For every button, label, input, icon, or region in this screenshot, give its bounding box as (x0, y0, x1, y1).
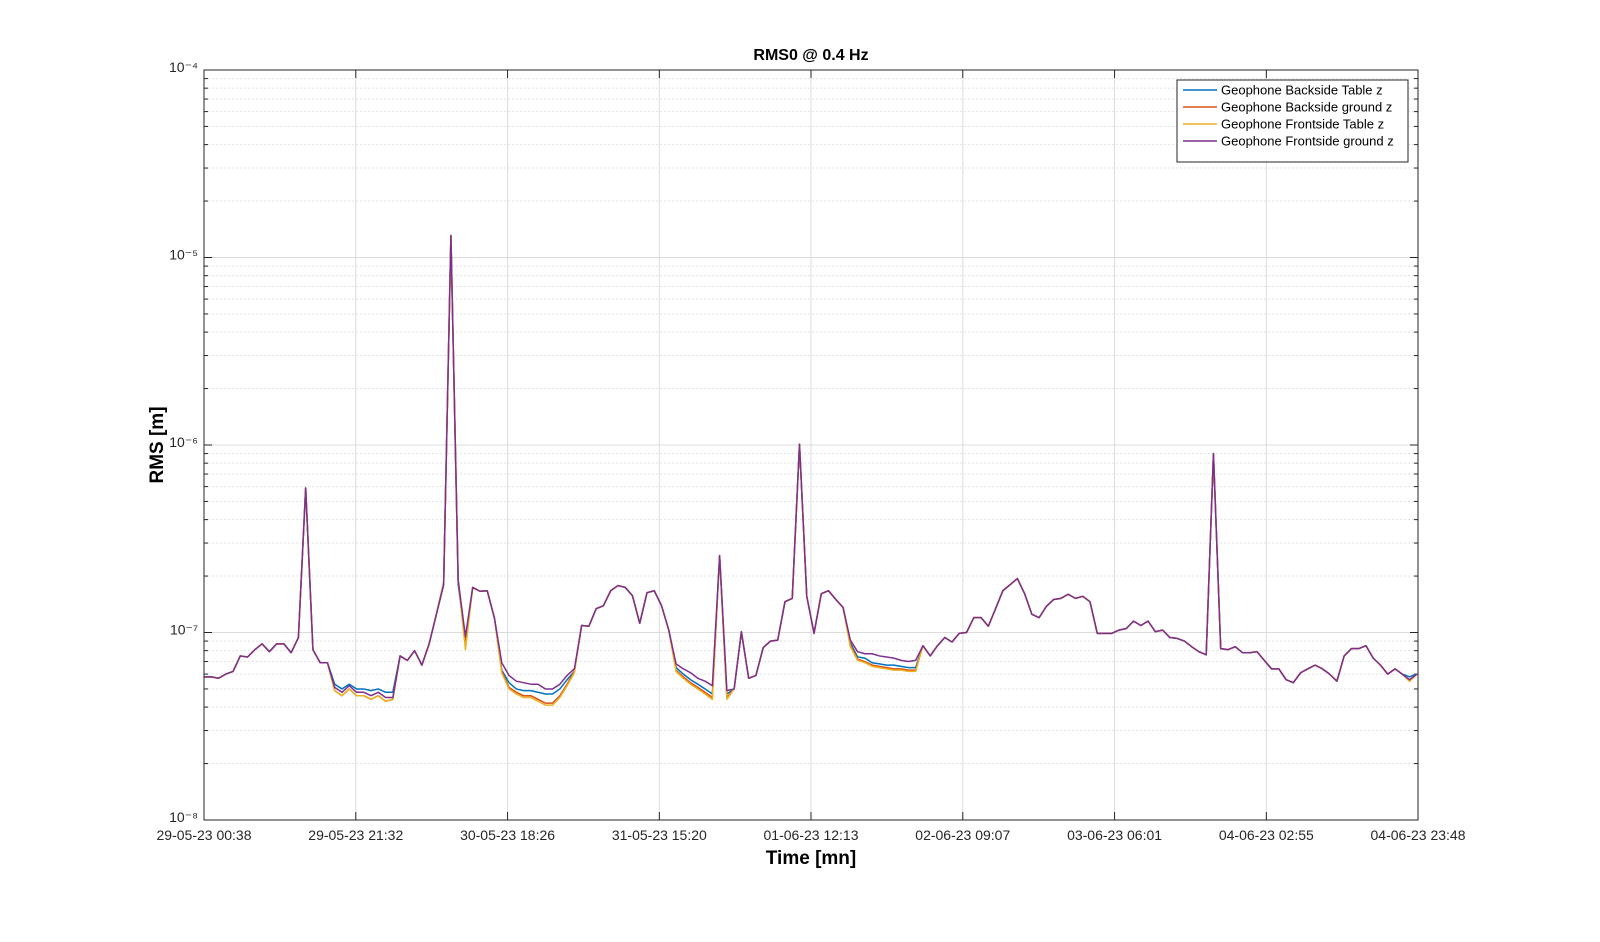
x-tick-label: 29-05-23 00:38 (157, 827, 252, 843)
legend: Geophone Backside Table z Geophone Backsi… (1176, 79, 1409, 163)
legend-label: Geophone Frontside ground z (1221, 134, 1394, 149)
legend-label: Geophone Frontside Table z (1221, 117, 1384, 132)
series-line (204, 234, 1418, 699)
legend-label: Geophone Backside ground z (1221, 100, 1392, 115)
x-tick-label: 01-06-23 12:13 (764, 827, 859, 843)
y-tick-label: 10⁻⁸ (169, 809, 198, 825)
x-tick-label: 30-05-23 18:26 (460, 827, 555, 843)
y-tick-label: 10⁻⁴ (169, 59, 198, 75)
y-tick-label: 10⁻⁶ (169, 434, 198, 450)
x-axis-label: Time [mn] (766, 848, 856, 869)
y-tick-label: 10⁻⁵ (169, 247, 198, 263)
x-tick-label: 04-06-23 23:48 (1371, 827, 1466, 843)
y-axis-label: RMS [m] (147, 406, 168, 483)
x-tick-label: 02-06-23 09:07 (915, 827, 1010, 843)
x-tick-label: 29-05-23 21:32 (308, 827, 403, 843)
y-tick-label: 10⁻⁷ (170, 622, 198, 638)
chart-title: RMS0 @ 0.4 Hz (753, 47, 868, 64)
axes-box (203, 69, 1419, 821)
x-tick-label: 31-05-23 15:20 (612, 827, 707, 843)
x-tick-label: 04-06-23 02:55 (1219, 827, 1314, 843)
legend-label: Geophone Backside Table z (1221, 83, 1383, 98)
legend-box (1176, 79, 1409, 163)
x-tick-label: 03-06-23 06:01 (1067, 827, 1162, 843)
